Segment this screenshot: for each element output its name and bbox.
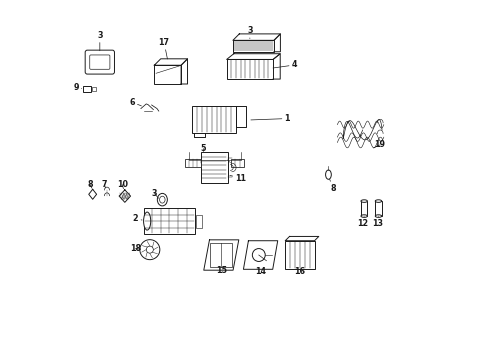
Bar: [184, 159, 201, 167]
Bar: [374, 201, 381, 216]
Text: 11: 11: [229, 174, 246, 183]
Text: 6: 6: [129, 98, 141, 107]
Bar: [154, 65, 181, 84]
Circle shape: [140, 240, 160, 260]
Ellipse shape: [374, 215, 381, 217]
Bar: [83, 86, 91, 92]
Text: 8: 8: [87, 180, 93, 189]
Text: 13: 13: [371, 216, 382, 228]
Text: 1: 1: [250, 114, 289, 123]
Circle shape: [252, 248, 264, 261]
Ellipse shape: [360, 215, 366, 217]
FancyBboxPatch shape: [85, 50, 114, 74]
Text: 2: 2: [132, 214, 142, 223]
Text: 3: 3: [151, 189, 158, 198]
Text: 19: 19: [373, 140, 384, 149]
Bar: [226, 59, 272, 79]
Circle shape: [146, 246, 153, 253]
Bar: [285, 241, 314, 269]
Ellipse shape: [157, 193, 167, 206]
Bar: [210, 243, 232, 267]
Ellipse shape: [143, 212, 150, 230]
Ellipse shape: [374, 200, 381, 202]
Ellipse shape: [159, 196, 165, 203]
Bar: [195, 215, 202, 228]
Text: 15: 15: [215, 266, 226, 275]
Text: 5: 5: [200, 144, 206, 153]
Text: 16: 16: [294, 267, 305, 276]
Text: 18: 18: [130, 244, 141, 253]
Bar: [232, 40, 273, 52]
Bar: [192, 106, 236, 133]
Text: 3: 3: [97, 31, 102, 51]
FancyBboxPatch shape: [90, 55, 110, 69]
Bar: [360, 201, 366, 216]
Bar: [92, 87, 95, 91]
Text: 9: 9: [73, 83, 81, 92]
Text: 10: 10: [117, 180, 127, 189]
Ellipse shape: [325, 170, 331, 179]
Text: 8: 8: [329, 179, 335, 193]
Text: 3: 3: [246, 26, 252, 39]
Bar: [143, 208, 195, 234]
Bar: [230, 159, 244, 167]
Bar: [201, 152, 227, 183]
Ellipse shape: [360, 200, 366, 202]
Text: 17: 17: [158, 38, 169, 59]
Text: 14: 14: [255, 267, 265, 276]
Text: 12: 12: [357, 216, 368, 228]
Text: 4: 4: [272, 60, 297, 69]
Text: 7: 7: [102, 180, 107, 189]
